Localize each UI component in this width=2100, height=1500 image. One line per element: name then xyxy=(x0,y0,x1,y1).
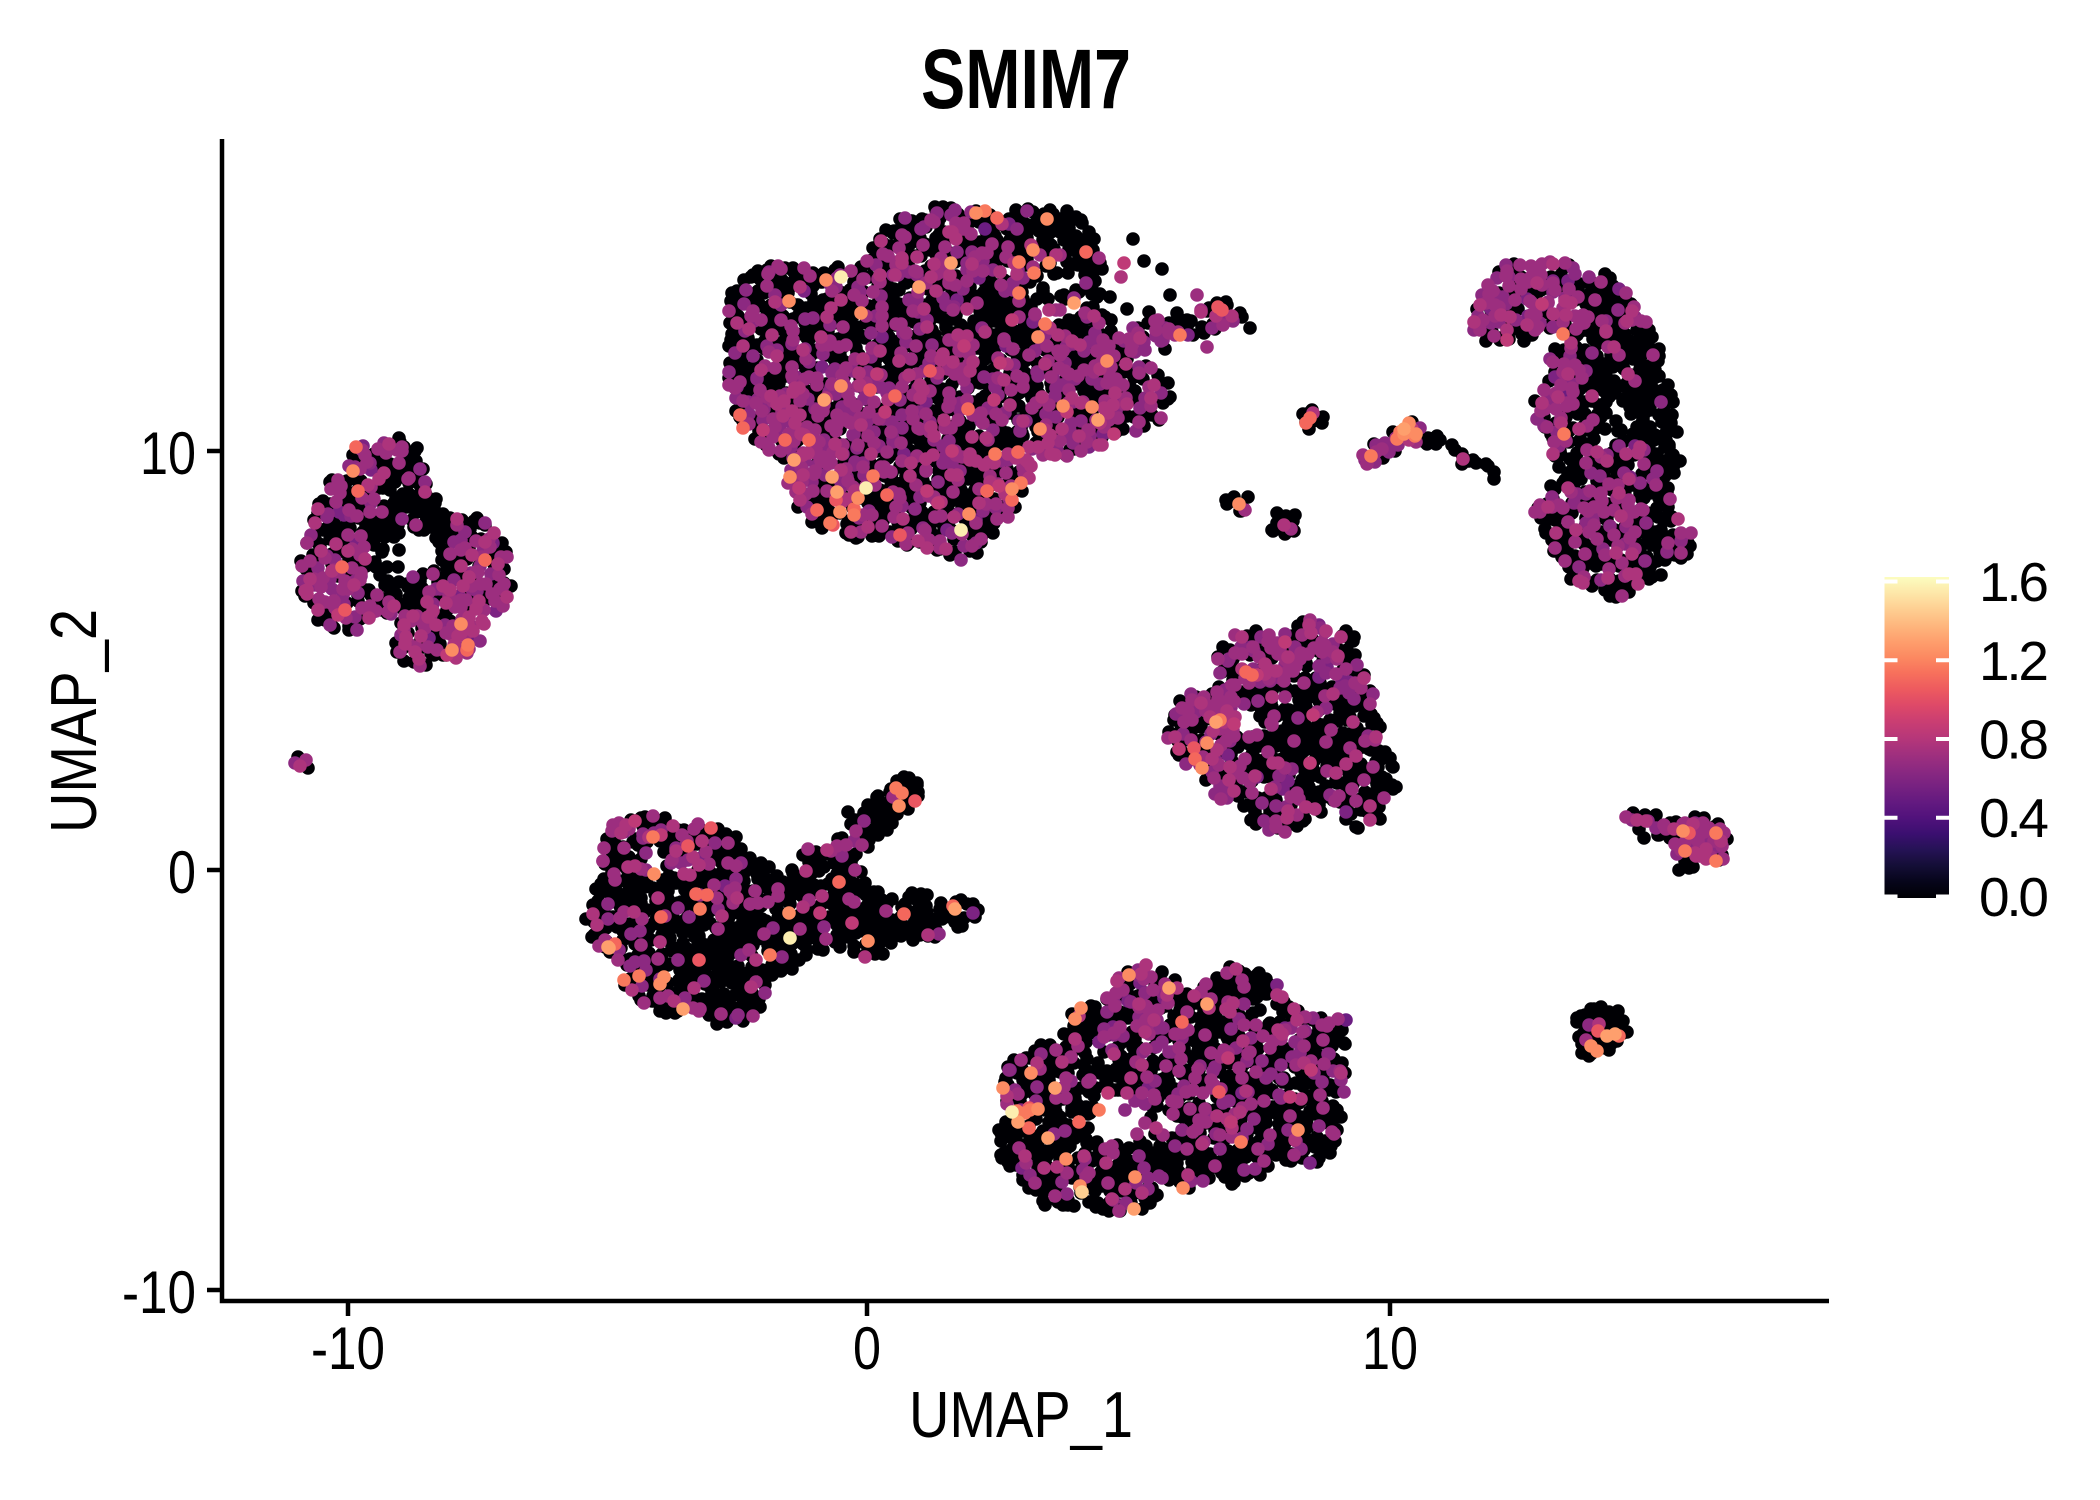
svg-text:0.4: 0.4 xyxy=(1979,787,2049,849)
svg-text:10: 10 xyxy=(1362,1315,1418,1382)
svg-text:SMIM7: SMIM7 xyxy=(921,32,1131,126)
svg-text:0: 0 xyxy=(853,1315,881,1382)
svg-text:0: 0 xyxy=(168,839,196,906)
svg-text:UMAP_2: UMAP_2 xyxy=(37,609,110,833)
svg-text:0.8: 0.8 xyxy=(1979,709,2049,771)
svg-text:UMAP_1: UMAP_1 xyxy=(909,1378,1133,1451)
svg-text:1.2: 1.2 xyxy=(1979,630,2049,692)
svg-text:1.6: 1.6 xyxy=(1979,551,2049,613)
svg-text:-10: -10 xyxy=(122,1259,196,1326)
svg-text:-10: -10 xyxy=(311,1315,385,1382)
svg-text:10: 10 xyxy=(140,420,196,487)
svg-text:0.0: 0.0 xyxy=(1979,866,2049,928)
